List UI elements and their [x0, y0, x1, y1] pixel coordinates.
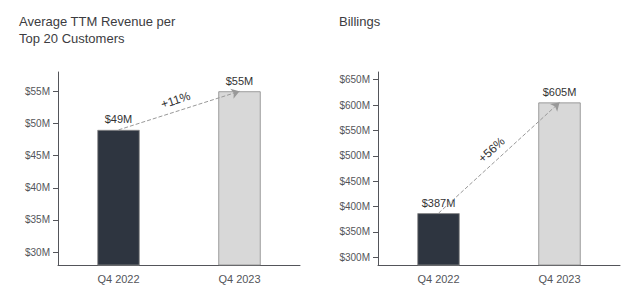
- svg-text:$35M: $35M: [25, 214, 50, 225]
- svg-text:Q4 2023: Q4 2023: [218, 273, 260, 285]
- svg-text:$600M: $600M: [339, 100, 370, 111]
- svg-text:Q4 2023: Q4 2023: [538, 273, 580, 285]
- svg-text:$500M: $500M: [339, 150, 370, 161]
- svg-text:$55M: $55M: [25, 86, 50, 97]
- svg-text:+11%: +11%: [159, 89, 192, 112]
- svg-text:Average TTM Revenue per: Average TTM Revenue per: [19, 14, 176, 29]
- svg-text:Q4 2022: Q4 2022: [97, 273, 139, 285]
- svg-text:$450M: $450M: [339, 176, 370, 187]
- svg-text:$400M: $400M: [339, 201, 370, 212]
- svg-text:$40M: $40M: [25, 182, 50, 193]
- svg-text:$650M: $650M: [339, 74, 370, 85]
- svg-text:$387M: $387M: [421, 196, 456, 209]
- svg-text:$45M: $45M: [25, 150, 50, 161]
- svg-text:$605M: $605M: [543, 86, 577, 98]
- svg-text:+56%: +56%: [475, 134, 508, 165]
- svg-text:$300M: $300M: [339, 252, 370, 263]
- svg-text:Top 20 Customers: Top 20 Customers: [19, 31, 125, 46]
- svg-text:$30M: $30M: [25, 247, 50, 258]
- svg-text:Q4 2022: Q4 2022: [417, 273, 459, 285]
- svg-text:$550M: $550M: [339, 125, 370, 136]
- svg-text:$55M: $55M: [226, 75, 254, 87]
- svg-text:Billings: Billings: [339, 14, 381, 29]
- svg-text:$350M: $350M: [339, 226, 370, 237]
- svg-text:$49M: $49M: [105, 113, 133, 125]
- svg-text:$50M: $50M: [25, 118, 50, 129]
